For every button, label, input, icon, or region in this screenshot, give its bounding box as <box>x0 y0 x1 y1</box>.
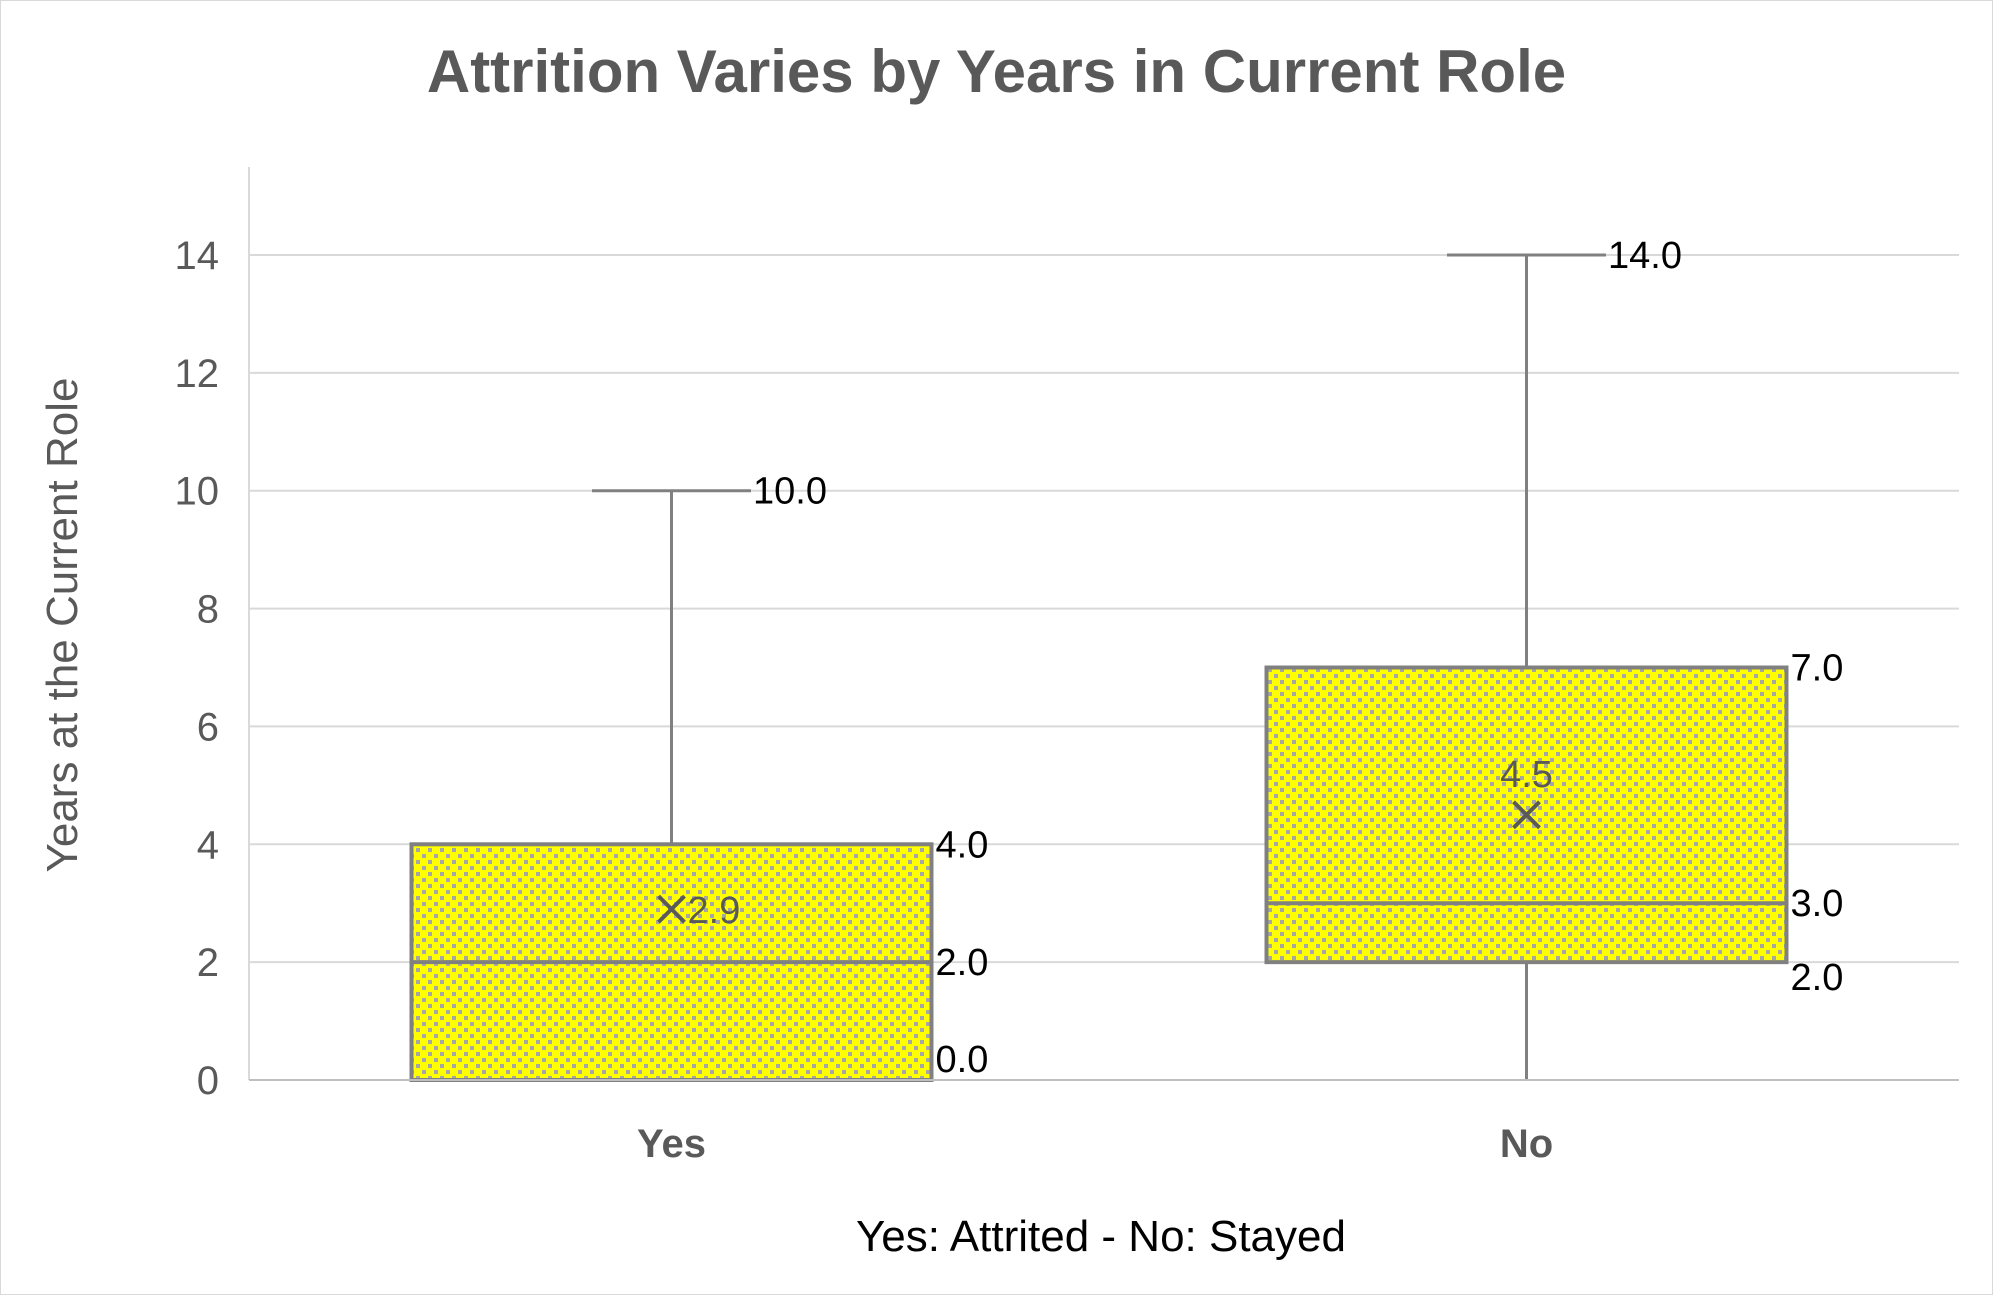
label-max: 14.0 <box>1608 235 1682 277</box>
label-mean: 4.5 <box>1500 754 1553 796</box>
y-tick-label: 2 <box>197 941 219 985</box>
label-q3: 7.0 <box>1791 648 1844 690</box>
label-q1: 2.0 <box>1791 957 1844 999</box>
x-category-label: No <box>1500 1122 1553 1166</box>
mean-marker <box>1512 800 1541 830</box>
y-tick-label: 6 <box>197 705 219 749</box>
box-no: 14.0 7.0 3.0 2.0 4.5 <box>1264 235 1844 1081</box>
y-tick-label: 0 <box>197 1059 219 1103</box>
y-tick-label: 10 <box>175 470 220 514</box>
mean-marker <box>657 894 686 924</box>
boxes: 10.0 4.0 2.0 0.0 2.9 14.0 7.0 3.0 2.0 4.5 <box>409 235 1844 1082</box>
y-tick-label: 12 <box>175 352 220 396</box>
y-axis-title: Years at the Current Role <box>38 378 87 873</box>
label-median: 2.0 <box>936 942 989 984</box>
box-yes: 10.0 4.0 2.0 0.0 2.9 <box>409 471 989 1082</box>
label-mean: 2.9 <box>688 890 741 932</box>
y-tick-label: 8 <box>197 588 219 632</box>
label-max: 10.0 <box>753 471 827 513</box>
label-q3: 4.0 <box>936 824 989 866</box>
label-q1: 0.0 <box>936 1039 989 1081</box>
x-axis: Yes No <box>249 1079 1959 1166</box>
x-category-label: Yes <box>637 1122 706 1166</box>
chart-title: Attrition Varies by Years in Current Rol… <box>426 38 1567 105</box>
x-axis-title: Yes: Attrited - No: Stayed <box>856 1212 1346 1261</box>
y-tick-label: 14 <box>175 234 220 278</box>
label-median: 3.0 <box>1791 883 1844 925</box>
y-tick-label: 4 <box>197 823 219 867</box>
y-axis: 0 2 4 6 8 10 12 14 <box>175 167 250 1103</box>
